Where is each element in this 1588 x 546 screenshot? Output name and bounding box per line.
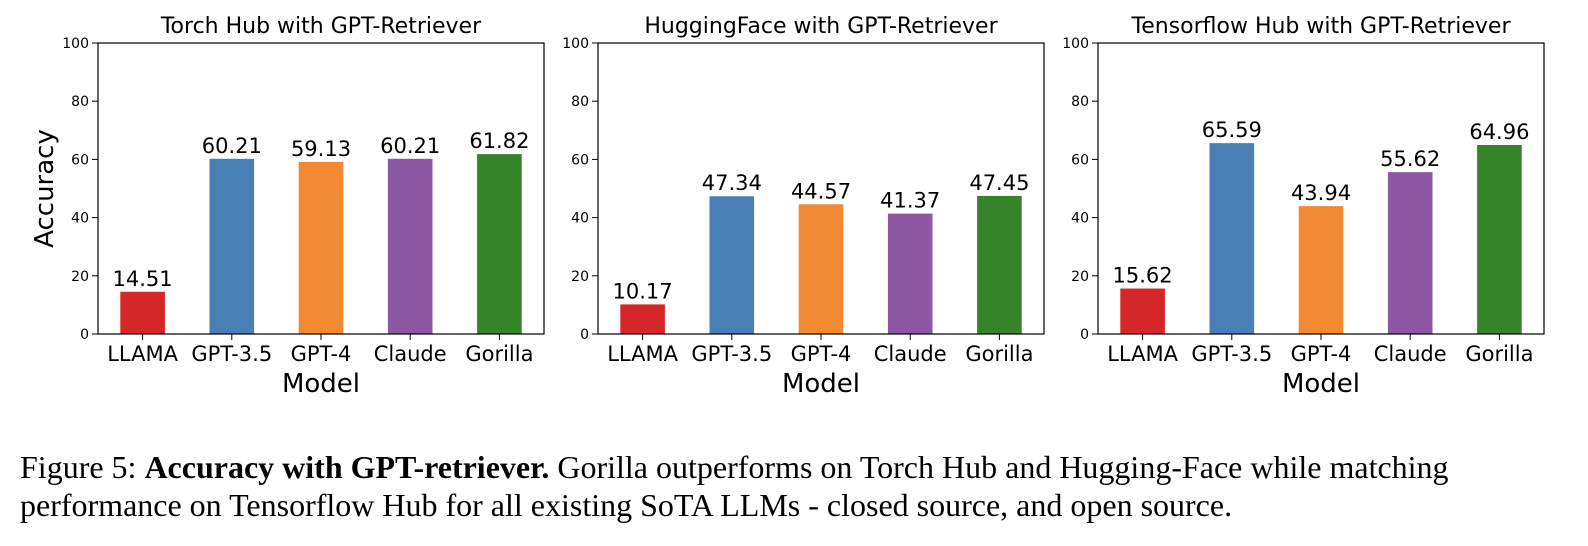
value-label: 55.62 [1380,147,1440,171]
chart-panel-2: HuggingFace with GPT-Retriever 0 20 40 60 80 1… [562,14,1045,399]
value-label: 60.21 [380,134,440,158]
plot-frame [97,42,545,335]
y-tick-label: 20 [571,269,589,285]
x-tick-label: Claude [374,342,447,366]
y-tick-label: 40 [571,211,589,227]
y-tick-label: 0 [580,327,589,343]
chart-title: Tensorflow Hub with GPT-Retriever [1131,14,1512,39]
y-tick-label: 60 [1071,152,1089,168]
caption-bold: Accuracy with GPT-retriever. [144,449,550,485]
y-tick-label: 60 [71,152,89,168]
bar-gpt-3-5 [709,196,755,334]
value-label: 43.94 [1291,181,1351,205]
y-tick-label: 80 [1071,94,1089,110]
bar-gpt-4 [298,161,344,334]
x-tick-label: GPT-4 [1291,342,1352,366]
y-tick-label: 80 [571,94,589,110]
value-label: 14.51 [113,267,173,291]
y-tick-label: 80 [71,94,89,110]
value-label: 60.21 [202,134,262,158]
caption-text: Gorilla outperforms on Torch Hub and Hug… [20,449,1449,523]
x-axis-label: Model [1282,369,1360,399]
y-tick-label: 0 [1080,327,1089,343]
x-tick-label: LLAMA [607,342,678,366]
plot-frame [597,42,1045,335]
x-tick-label: GPT-3.5 [691,342,772,366]
x-tick-label: GPT-4 [791,342,852,366]
value-label: 59.13 [291,137,351,161]
x-tick-label: Claude [1374,342,1447,366]
bar-gorilla [977,195,1022,334]
x-tick-label: LLAMA [1107,342,1178,366]
value-label: 41.37 [880,189,940,213]
value-label: 44.57 [791,179,851,203]
bar-gpt-4 [1298,206,1344,334]
bar-gpt-3-5 [209,158,255,334]
bar-llama [120,291,165,334]
y-tick-label: 100 [1062,36,1089,52]
y-tick-label: 20 [71,269,89,285]
x-axis-label: Model [282,369,360,399]
bar-claude [1387,172,1433,334]
chart-panel-3: Tensorflow Hub with GPT-Retriever 0 20 40 60… [1062,14,1545,399]
y-tick-label: 20 [1071,269,1089,285]
x-tick-label: GPT-3.5 [191,342,272,366]
x-tick-label: Gorilla [1465,342,1533,366]
bar-gorilla [477,154,522,334]
y-tick-label: 60 [571,152,589,168]
y-tick-label: 100 [562,36,589,52]
caption-label: Figure 5: [20,449,137,485]
chart-title: HuggingFace with GPT-Retriever [644,14,998,39]
x-tick-label: GPT-4 [291,342,352,366]
bar-claude [387,158,433,334]
chart-title: Torch Hub with GPT-Retriever [160,14,482,39]
bar-llama [1120,288,1165,334]
y-tick-label: 40 [71,211,89,227]
bar-claude [887,213,933,334]
x-axis-label: Model [782,369,860,399]
value-label: 64.96 [1469,120,1529,144]
chart-panel-1: Torch Hub with GPT-Retriever 0 20 40 60 80 100… [30,14,545,399]
y-tick-label: 0 [80,327,89,343]
value-label: 47.34 [702,171,762,195]
bar-llama [620,304,665,334]
x-tick-label: Gorilla [965,342,1033,366]
y-tick-label: 40 [1071,211,1089,227]
bar-gpt-4 [798,204,844,334]
bar-gpt-3-5 [1209,143,1255,334]
figure-caption: Figure 5: Accuracy with GPT-retriever. G… [20,448,1570,524]
x-tick-label: GPT-3.5 [1191,342,1272,366]
bar-charts-figure: Torch Hub with GPT-Retriever 0 20 40 60 80 100… [30,14,1545,399]
value-label: 61.82 [469,129,529,153]
x-tick-label: Claude [874,342,947,366]
value-label: 65.59 [1202,118,1262,142]
x-tick-label: LLAMA [107,342,178,366]
y-axis-label: Accuracy [30,129,60,248]
value-label: 10.17 [613,279,673,303]
plot-frame [1097,42,1545,335]
value-label: 47.45 [969,171,1029,195]
y-tick-label: 100 [62,36,89,52]
value-label: 15.62 [1113,264,1173,288]
bar-gorilla [1477,144,1522,334]
x-tick-label: Gorilla [465,342,533,366]
